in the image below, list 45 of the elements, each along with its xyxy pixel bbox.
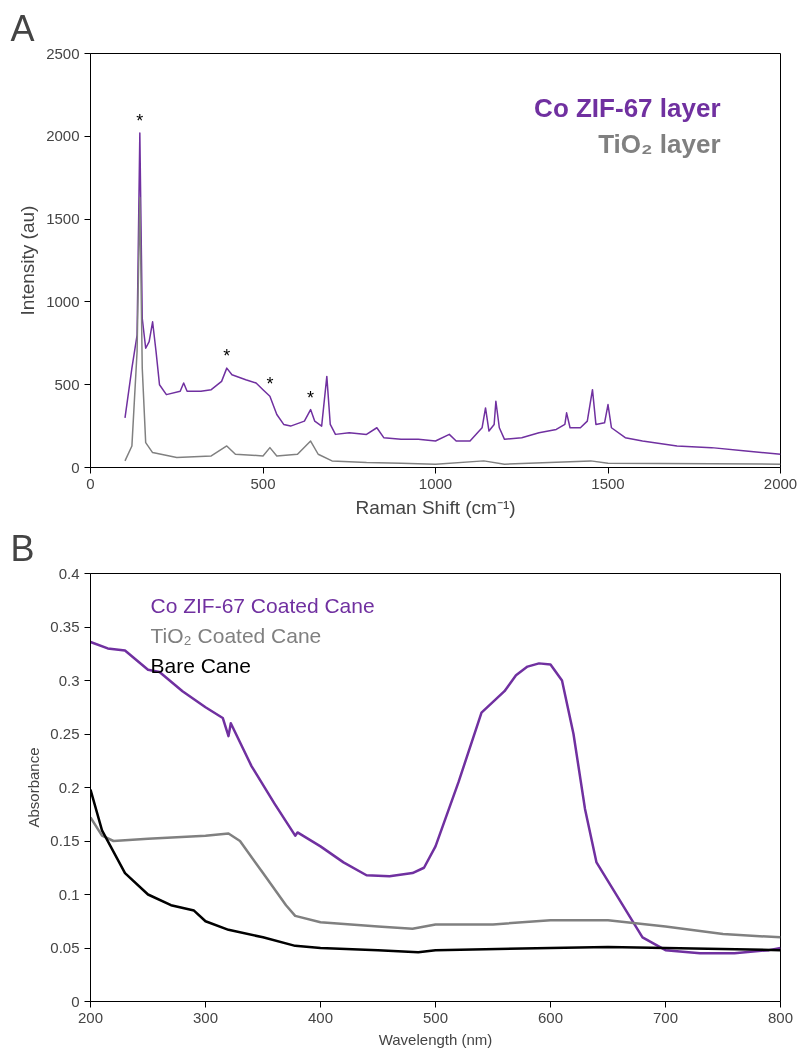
x-tick-label: 300 <box>192 1008 219 1026</box>
x-tick-label: 800 <box>767 1008 794 1026</box>
x-tick-label: 1500 <box>591 474 625 492</box>
x-tick-label: 200 <box>77 1008 104 1026</box>
x-tick-label: 700 <box>652 1008 679 1026</box>
y-tick-label: 1500 <box>46 210 80 228</box>
text: TiO₂ layer <box>598 128 721 159</box>
x-axis-title: Wavelength (nm) <box>378 1030 493 1048</box>
line-series <box>124 196 781 465</box>
y-axis-title: Intensity (au) <box>17 205 39 316</box>
text: B <box>10 527 35 569</box>
y-tick-label: 500 <box>54 375 80 393</box>
annotation: * <box>223 346 231 367</box>
x-tick-label: 600 <box>537 1008 564 1026</box>
text: Co ZIF-67 Coated Cane <box>150 593 375 617</box>
y-tick-label: 2000 <box>46 127 80 145</box>
y-tick-label: 0.25 <box>50 725 80 742</box>
y-tick-label: 0 <box>71 992 80 1010</box>
y-axis-title: Absorbance <box>25 747 43 828</box>
text: Bare Cane <box>150 653 251 677</box>
y-tick-label: 0.3 <box>58 671 80 689</box>
text: TiO₂ Coated Cane <box>150 623 322 647</box>
y-tick-label: 0.4 <box>58 564 80 582</box>
y-tick-label: 0.1 <box>58 885 80 903</box>
y-tick-label: 0.15 <box>50 832 80 849</box>
text: Co ZIF-67 layer <box>534 92 721 123</box>
y-tick-label: 2500 <box>46 44 80 62</box>
y-tick-label: 0.2 <box>58 778 80 796</box>
annotation: * <box>266 374 274 395</box>
x-tick-label: 2000 <box>763 474 798 492</box>
y-tick-label: 0.35 <box>50 618 80 635</box>
y-tick-label: 0 <box>71 458 80 476</box>
y-tick-label: 0.05 <box>50 939 80 956</box>
y-tick-label: 1000 <box>46 292 80 310</box>
x-tick-label: 1000 <box>418 474 453 492</box>
x-axis-title: Raman Shift (cm⁻¹) <box>355 496 516 518</box>
annotation: * <box>136 110 144 131</box>
line-series <box>90 816 781 939</box>
x-tick-label: 500 <box>250 474 276 492</box>
x-tick-label: 400 <box>307 1008 334 1026</box>
text: A <box>10 7 35 49</box>
annotation: * <box>307 387 315 408</box>
line-series <box>124 132 781 455</box>
x-tick-label: 0 <box>86 474 95 492</box>
x-tick-label: 500 <box>422 1008 449 1026</box>
